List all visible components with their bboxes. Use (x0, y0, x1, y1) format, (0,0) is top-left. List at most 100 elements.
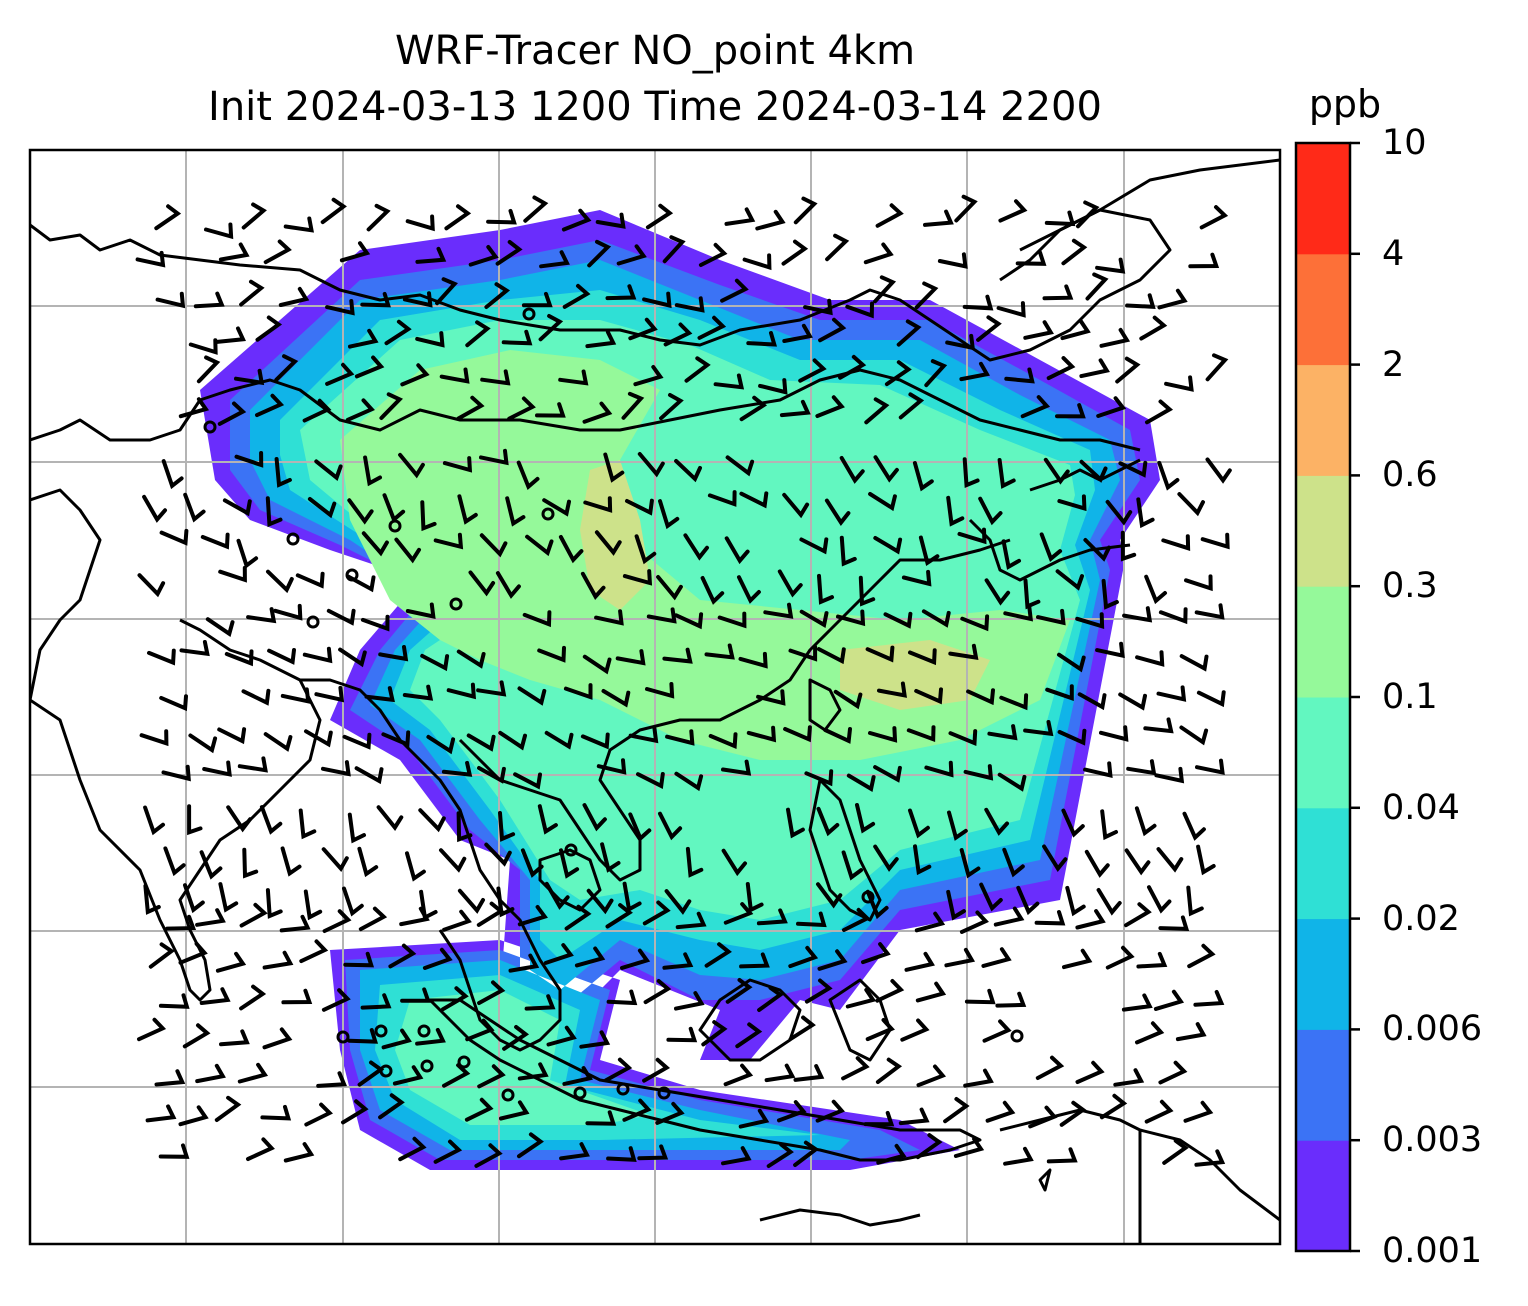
wind-barb (1015, 250, 1047, 266)
wind-barb (873, 536, 903, 555)
wind-barb (1061, 808, 1085, 838)
wind-barb (1100, 809, 1118, 841)
wind-barb (816, 647, 846, 665)
wind-barb (280, 687, 311, 704)
wind-barb (783, 725, 812, 743)
wind-barb (420, 500, 437, 532)
wind-barb (628, 726, 659, 744)
wind-barb (260, 1104, 292, 1121)
wind-barb (525, 534, 554, 557)
wind-barb (758, 378, 788, 395)
wind-barb (1195, 758, 1225, 776)
wind-barb (746, 725, 777, 743)
wind-barb (580, 571, 606, 601)
wind-barb (1124, 902, 1152, 928)
wind-barb (222, 498, 252, 517)
wind-barb (717, 611, 747, 629)
wind-barb (873, 455, 899, 483)
wind-barb (402, 684, 434, 701)
wind-barb (273, 603, 303, 621)
wind-barb (188, 338, 218, 355)
wind-barb (1183, 1100, 1214, 1123)
wind-barb (274, 457, 292, 488)
wind-barb (217, 727, 247, 745)
wind-barb (1194, 1149, 1226, 1167)
wind-barb (307, 497, 337, 519)
wind-barb (439, 848, 467, 873)
wind-barb (845, 987, 877, 1009)
wind-barb (1042, 844, 1068, 873)
wind-barb (594, 609, 624, 626)
wind-barb (724, 207, 756, 226)
wind-barb (496, 886, 515, 918)
wind-barb (193, 291, 225, 309)
wind-barb (179, 640, 210, 657)
wind-barb (218, 242, 250, 262)
wind-barb (165, 914, 197, 931)
wind-barb (314, 685, 345, 703)
wind-barb (601, 689, 631, 708)
wind-barb (966, 688, 995, 706)
wind-barb (1034, 910, 1066, 926)
wind-barb (757, 985, 784, 1012)
wind-barb (962, 294, 994, 311)
figure-title: WRF-Tracer NO_point 4km (394, 28, 916, 74)
wind-barb (1179, 654, 1209, 672)
wind-barb (1055, 569, 1084, 591)
wind-barb (997, 772, 1027, 792)
wind-barb (868, 492, 897, 512)
wind-barb (655, 1101, 685, 1125)
colorbar-segment (1296, 807, 1350, 920)
wind-barb (948, 643, 979, 661)
wind-barb (721, 759, 752, 776)
wind-barb (246, 607, 277, 624)
wind-barb (400, 987, 431, 1003)
wind-barb (605, 903, 633, 929)
colorbar-tick-label: 4 (1382, 233, 1405, 274)
wind-barb (376, 805, 404, 831)
wind-barb (537, 804, 558, 835)
wind-barb (155, 291, 186, 309)
wind-barb (858, 575, 876, 607)
wind-barb (685, 846, 704, 878)
wind-barb (793, 1140, 820, 1167)
wind-barb (906, 725, 936, 743)
wind-barb (1023, 720, 1054, 737)
wind-barb (517, 686, 547, 706)
wind-barb (1055, 403, 1086, 419)
wind-barb (1122, 606, 1153, 623)
wind-barb (643, 979, 672, 1005)
wind-barb (1157, 288, 1188, 310)
wind-barb (239, 984, 267, 1011)
wind-barb (188, 733, 218, 754)
wind-barb (646, 607, 677, 624)
wind-barb (1144, 1099, 1174, 1124)
wind-barb (263, 732, 293, 752)
wind-barb (1043, 457, 1070, 485)
wind-barb (415, 1027, 446, 1046)
wind-barb (898, 392, 925, 420)
wind-barb (1118, 692, 1147, 711)
wind-barb (456, 649, 486, 669)
wind-barb (796, 911, 827, 928)
wind-barb (187, 804, 203, 836)
wind-barb (675, 911, 707, 930)
wind-barb (1188, 252, 1220, 269)
wind-barb (1095, 641, 1125, 659)
wind-barb (364, 686, 395, 703)
wind-barb (645, 203, 674, 230)
wind-barb (766, 1142, 794, 1168)
wind-barb (721, 848, 747, 877)
wind-barb (178, 941, 208, 965)
wind-barb (158, 993, 190, 1009)
wind-barb (415, 246, 447, 264)
wind-barb (357, 846, 379, 878)
wind-barb (582, 401, 613, 424)
wind-barb (1143, 717, 1174, 734)
wind-barb (562, 283, 591, 309)
wind-barb (498, 811, 516, 842)
wind-barb (399, 906, 430, 927)
calm-wind-circle (573, 1086, 587, 1100)
wind-barb (755, 209, 786, 231)
wind-barb (924, 760, 954, 778)
